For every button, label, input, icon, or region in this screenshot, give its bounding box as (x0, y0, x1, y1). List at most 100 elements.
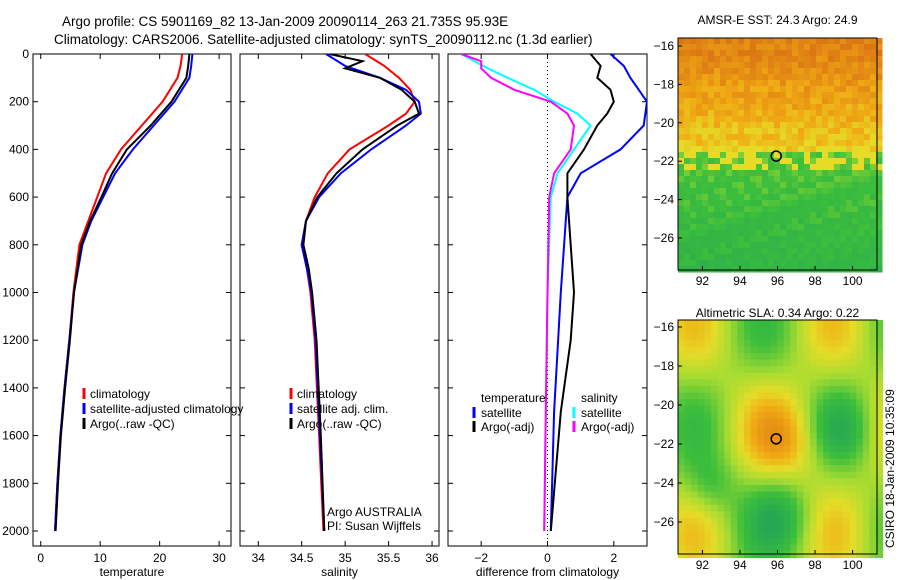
map-cell (783, 386, 791, 394)
map-cell (744, 544, 752, 552)
map-cell (810, 458, 818, 466)
map-cell (720, 218, 727, 225)
map-cell (724, 412, 732, 420)
map-cell (804, 266, 811, 273)
map-cell (786, 188, 793, 195)
map-cell (684, 386, 692, 394)
map-cell (856, 346, 864, 354)
map-cell (798, 206, 805, 213)
map-cell (732, 44, 739, 51)
map-cell (697, 445, 705, 453)
map-cell (823, 504, 831, 512)
map-cell (757, 379, 765, 387)
map-cell (684, 80, 691, 87)
map-cell (738, 50, 745, 57)
map-cell (780, 146, 787, 153)
map-cell (816, 379, 824, 387)
map-cell (724, 498, 732, 506)
map-cell (717, 524, 725, 532)
map-cell (730, 498, 738, 506)
map-cell (876, 465, 884, 473)
map-cell (849, 379, 857, 387)
map-cell (714, 128, 721, 135)
map-cell (708, 218, 715, 225)
map-cell (869, 346, 877, 354)
map-cell (763, 511, 771, 519)
map-cell (757, 504, 765, 512)
y-tick-label: 2000 (2, 524, 29, 538)
map-cell (756, 158, 763, 165)
map-cell (768, 176, 775, 183)
map-cell (829, 372, 837, 380)
map-cell (714, 134, 721, 141)
map-cell (876, 182, 883, 189)
map-cell (852, 266, 859, 273)
map-cell (717, 366, 725, 374)
map-cell (684, 176, 691, 183)
map-cell (724, 366, 732, 374)
map-cell (834, 248, 841, 255)
map-cell (828, 62, 835, 69)
map-cell (777, 485, 785, 493)
map-cell (738, 116, 745, 123)
map-cell (852, 92, 859, 99)
map-cell (846, 224, 853, 231)
map-cell (869, 471, 877, 479)
map-cell (786, 158, 793, 165)
map-cell (876, 544, 884, 552)
map-cell (757, 353, 765, 361)
map-cell (756, 218, 763, 225)
map-cell (763, 320, 771, 328)
map-cell (717, 379, 725, 387)
map-cell (849, 425, 857, 433)
map-cell (786, 92, 793, 99)
map-cell (780, 44, 787, 51)
map-cell (852, 146, 859, 153)
map-cell (756, 86, 763, 93)
map-cell (726, 188, 733, 195)
map-cell (829, 518, 837, 526)
map-cell (840, 182, 847, 189)
map-cell (714, 80, 721, 87)
map-cell (684, 359, 692, 367)
map-cell (690, 194, 697, 201)
map-cell (678, 188, 685, 195)
map-cell (726, 110, 733, 117)
map-cell (876, 551, 884, 559)
map-cell (737, 551, 745, 559)
map-cell (786, 98, 793, 105)
map-cell (780, 62, 787, 69)
map-cell (816, 146, 823, 153)
map-cell (790, 353, 798, 361)
map-cell (678, 50, 685, 57)
map-cell (780, 56, 787, 63)
map-cell (678, 379, 686, 387)
map-cell (732, 230, 739, 237)
map-cell (702, 236, 709, 243)
map-cell (774, 218, 781, 225)
map-cell (768, 218, 775, 225)
map-cell (810, 104, 817, 111)
map-cell (744, 320, 752, 328)
map-cell (780, 218, 787, 225)
map-cell (690, 134, 697, 141)
map-cell (757, 346, 765, 354)
map-cell (757, 419, 765, 427)
map-cell (724, 491, 732, 499)
map-cell (798, 164, 805, 171)
map-cell (870, 152, 877, 159)
map-cell (798, 170, 805, 177)
map-cell (876, 405, 884, 413)
map-cell (702, 188, 709, 195)
map-cell (696, 266, 703, 273)
map-cell (678, 206, 685, 213)
map-cell (768, 158, 775, 165)
map-cell (803, 412, 811, 420)
map-cell (704, 346, 712, 354)
map-cell (803, 471, 811, 479)
map-cell (840, 200, 847, 207)
map-cell (684, 260, 691, 267)
map-cell (870, 242, 877, 249)
map-cell (763, 386, 771, 394)
map-cell (768, 56, 775, 63)
